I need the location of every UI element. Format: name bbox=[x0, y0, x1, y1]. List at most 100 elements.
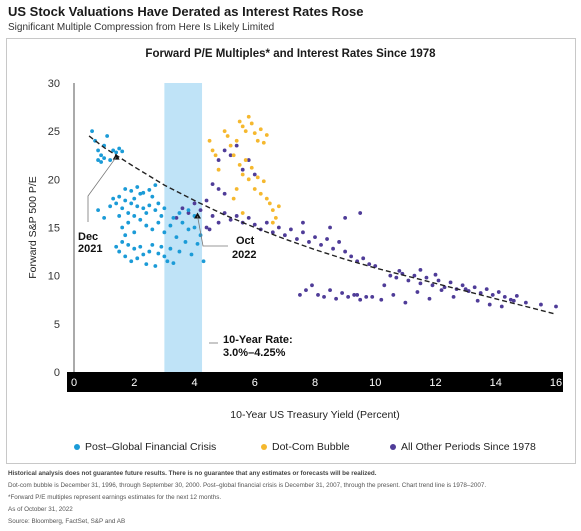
data-point bbox=[270, 220, 275, 225]
data-point bbox=[183, 240, 188, 244]
data-point bbox=[298, 293, 302, 297]
data-point bbox=[246, 215, 251, 220]
data-point bbox=[195, 241, 200, 246]
data-point bbox=[487, 302, 492, 307]
data-point bbox=[379, 297, 384, 302]
data-point bbox=[231, 153, 236, 158]
data-point bbox=[240, 167, 245, 172]
data-point bbox=[246, 158, 251, 162]
data-point bbox=[117, 194, 122, 199]
data-point bbox=[126, 211, 131, 215]
trend-line bbox=[88, 135, 557, 315]
data-point bbox=[313, 235, 317, 240]
data-point bbox=[412, 273, 417, 278]
data-point bbox=[153, 183, 158, 188]
x-tick-label: 8 bbox=[312, 377, 318, 389]
data-point bbox=[204, 198, 209, 203]
data-point bbox=[141, 252, 146, 257]
data-point bbox=[472, 285, 477, 290]
data-point bbox=[243, 158, 248, 162]
data-point bbox=[153, 208, 158, 213]
data-point bbox=[234, 143, 239, 148]
data-point bbox=[186, 208, 191, 213]
data-point bbox=[258, 191, 263, 196]
data-point bbox=[240, 172, 245, 177]
data-point bbox=[442, 285, 447, 290]
x-tick-label: 4 bbox=[191, 377, 197, 389]
data-point bbox=[210, 148, 215, 153]
data-point bbox=[153, 264, 158, 268]
data-point bbox=[132, 246, 137, 251]
data-point bbox=[186, 211, 191, 215]
data-point bbox=[105, 134, 110, 138]
page-title: US Stock Valuations Have Derated as Inte… bbox=[8, 4, 364, 19]
data-point bbox=[234, 138, 239, 143]
data-point bbox=[337, 240, 341, 244]
data-point bbox=[307, 240, 311, 244]
data-point bbox=[349, 254, 354, 259]
data-point bbox=[361, 256, 366, 261]
data-point bbox=[252, 172, 257, 177]
data-point bbox=[346, 294, 351, 299]
data-point bbox=[430, 283, 435, 288]
data-point bbox=[276, 225, 281, 230]
data-point bbox=[418, 281, 423, 286]
data-point bbox=[123, 187, 128, 191]
data-point bbox=[96, 148, 100, 153]
data-point bbox=[132, 230, 137, 235]
data-point bbox=[358, 211, 363, 215]
footer-disclaimer: Historical analysis does not guarantee f… bbox=[8, 470, 377, 477]
data-point bbox=[240, 211, 245, 215]
y-tick-label: 25 bbox=[48, 126, 60, 138]
data-point bbox=[370, 294, 375, 299]
data-point bbox=[150, 242, 155, 247]
data-point bbox=[261, 140, 266, 145]
legend-label-post-gfc: Post–Global Financial Crisis bbox=[85, 441, 217, 453]
data-point bbox=[159, 214, 164, 218]
data-point bbox=[355, 293, 360, 297]
data-point bbox=[117, 146, 122, 151]
y-tick-label: 30 bbox=[48, 78, 60, 90]
data-point bbox=[162, 254, 167, 259]
y-tick-label: 10 bbox=[48, 271, 60, 283]
x-tick-label: 0 bbox=[71, 377, 77, 389]
annotation-2021-label: 2021 bbox=[78, 243, 102, 255]
data-point bbox=[207, 227, 212, 232]
data-point bbox=[252, 222, 257, 227]
data-point bbox=[99, 160, 104, 164]
data-point bbox=[144, 223, 149, 228]
data-point bbox=[162, 230, 167, 235]
data-point bbox=[120, 240, 125, 244]
data-point bbox=[490, 293, 495, 297]
data-point bbox=[120, 149, 125, 154]
data-point bbox=[159, 244, 164, 249]
data-point bbox=[478, 291, 483, 295]
data-point bbox=[255, 175, 260, 180]
data-point bbox=[436, 278, 441, 283]
data-point bbox=[334, 296, 338, 301]
data-point bbox=[108, 204, 113, 209]
data-point bbox=[415, 290, 420, 294]
data-point bbox=[267, 201, 272, 206]
data-point bbox=[150, 194, 155, 199]
data-point bbox=[255, 138, 260, 143]
data-point bbox=[270, 208, 275, 213]
data-point bbox=[135, 204, 140, 209]
data-point bbox=[406, 278, 411, 283]
data-point bbox=[514, 293, 519, 298]
data-point bbox=[90, 129, 94, 134]
data-point bbox=[331, 246, 335, 251]
data-point bbox=[222, 191, 227, 196]
callout-line-dec-2021 bbox=[87, 156, 117, 222]
data-point bbox=[499, 304, 504, 309]
data-point bbox=[388, 273, 393, 278]
data-point bbox=[264, 133, 269, 137]
x-tick-label: 14 bbox=[490, 377, 502, 389]
data-point bbox=[120, 225, 125, 230]
legend-label-other-periods: All Other Periods Since 1978 bbox=[401, 441, 536, 453]
data-point bbox=[246, 114, 251, 119]
data-point bbox=[403, 300, 408, 305]
data-point bbox=[352, 293, 357, 297]
footer-source: Source: Bloomberg, FactSet, S&P and AB bbox=[8, 518, 126, 525]
data-point bbox=[264, 196, 269, 201]
